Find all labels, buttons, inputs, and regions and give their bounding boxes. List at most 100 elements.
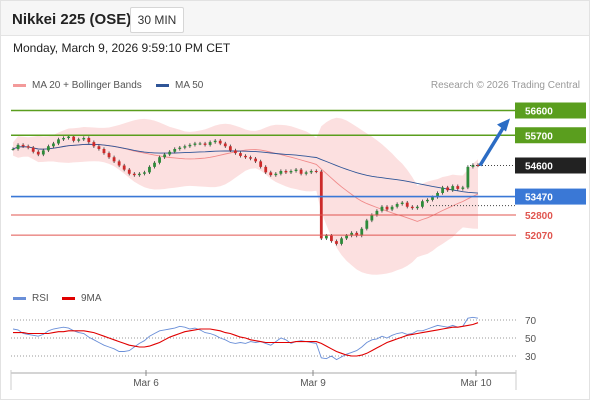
candle-body <box>355 232 359 236</box>
candle-body <box>137 173 141 176</box>
level-tag-55700 <box>515 127 586 144</box>
candle-body <box>203 143 207 145</box>
rsi-swatch <box>13 296 26 300</box>
candle-body <box>112 157 116 162</box>
candle-body <box>456 186 460 189</box>
level-label-53470: 53470 <box>525 193 553 204</box>
candle-body <box>36 151 40 155</box>
level-label-52800: 52800 <box>525 211 553 222</box>
rsi-tick-30: 30 <box>525 352 537 363</box>
candle-body <box>92 142 96 147</box>
candle-body <box>102 149 106 154</box>
timeframe-button[interactable]: 30 MIN <box>130 7 184 33</box>
rsi-tick-50: 50 <box>525 334 537 345</box>
legend-rsi: RSI <box>13 293 49 304</box>
candle-body <box>77 139 81 141</box>
ma20-swatch <box>13 83 26 87</box>
candle-body <box>21 144 25 147</box>
candle-body <box>294 169 298 171</box>
candle-body <box>441 187 445 193</box>
candle-body <box>173 149 177 152</box>
candle-body <box>239 153 242 156</box>
legend-9ma: 9MA <box>62 293 102 304</box>
candle-body <box>163 154 167 158</box>
legend-ma50-label: MA 50 <box>175 80 204 91</box>
candle-body <box>97 146 101 149</box>
candle-body <box>208 142 212 145</box>
candle-body <box>324 235 328 239</box>
candle-body <box>476 164 480 166</box>
candle-body <box>244 155 247 158</box>
candle-body <box>57 139 60 144</box>
candle-body <box>350 232 354 236</box>
candle-body <box>309 171 313 173</box>
candle-body <box>390 206 394 210</box>
candle-body <box>299 169 303 174</box>
rsi-tick-70: 70 <box>525 316 537 327</box>
candle-body <box>31 147 35 152</box>
candle-body <box>279 171 283 174</box>
header-bar: Nikkei 225 (OSE) 30 MIN <box>1 1 589 36</box>
candle-body <box>385 206 389 210</box>
candle-body <box>193 143 197 145</box>
candle-body <box>223 143 227 147</box>
candle-body <box>405 202 409 207</box>
candle-body <box>284 171 288 173</box>
chart-datetime: Monday, March 9, 2026 9:59:10 PM CET <box>13 41 231 55</box>
candle-body <box>188 144 192 147</box>
instrument-title: Nikkei 225 (OSE) <box>12 11 132 28</box>
rsi-ma-line <box>13 322 479 357</box>
candle-body <box>471 164 475 167</box>
forecast-arrow-line <box>478 125 506 167</box>
legend-9ma-label: 9MA <box>81 293 102 304</box>
candle-body <box>360 228 364 236</box>
ma9-swatch <box>62 296 75 300</box>
candle-body <box>132 173 136 176</box>
candle-body <box>380 206 384 211</box>
candle-body <box>451 186 455 191</box>
candle-body <box>16 144 20 149</box>
candle-body <box>198 143 202 145</box>
candle-body <box>436 193 439 198</box>
candle-body <box>11 149 15 150</box>
legend-ma50: MA 50 <box>156 80 203 91</box>
candle-body <box>340 238 343 244</box>
candle-body <box>345 235 348 239</box>
candle-body <box>228 146 232 151</box>
level-label-52070: 52070 <box>525 231 553 242</box>
candle-body <box>52 143 55 147</box>
ma50-line <box>12 143 479 194</box>
candle-body <box>67 136 70 138</box>
candle-body <box>375 210 379 215</box>
candle-body <box>254 158 258 162</box>
candle-body <box>178 147 182 149</box>
candle-body <box>62 138 65 140</box>
candle-body <box>46 146 50 151</box>
candle-body <box>82 138 86 140</box>
candle-body <box>168 151 172 155</box>
level-label-56600: 56600 <box>525 107 553 118</box>
legend-rsi-label: RSI <box>32 293 49 304</box>
candle-body <box>122 165 126 170</box>
candle-body <box>365 220 369 229</box>
candle-body <box>319 171 323 239</box>
candle-body <box>41 150 45 155</box>
candle-body <box>213 140 217 143</box>
candle-body <box>233 150 237 154</box>
candle-body <box>26 146 30 148</box>
level-tag-56600 <box>515 102 586 119</box>
candle-body <box>218 140 222 144</box>
rsi-line <box>12 316 479 361</box>
level-tag-53470 <box>515 188 586 205</box>
candle-body <box>183 146 187 148</box>
candle-body <box>72 136 76 141</box>
candle-body <box>330 235 333 242</box>
x-tick-label: Mar 6 <box>133 378 159 389</box>
candle-body <box>264 166 268 173</box>
candle-body <box>87 138 91 143</box>
candle-body <box>269 172 273 176</box>
ma50-swatch <box>156 83 169 87</box>
candle-body <box>158 157 161 163</box>
candle-body <box>461 187 465 189</box>
